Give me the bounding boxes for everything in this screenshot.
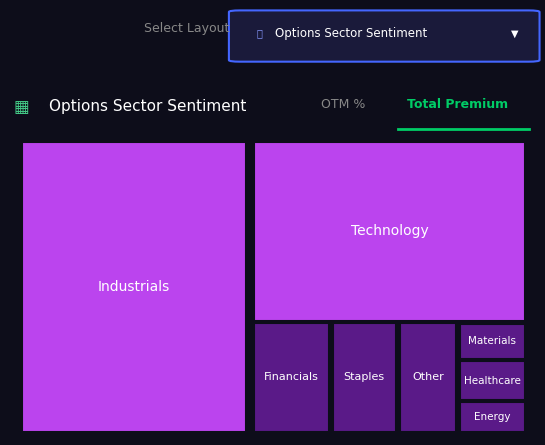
Text: Healthcare: Healthcare <box>464 376 521 385</box>
Text: OTM %: OTM % <box>321 97 366 111</box>
Text: Energy: Energy <box>474 412 511 422</box>
FancyBboxPatch shape <box>460 324 525 359</box>
Text: Financials: Financials <box>264 372 319 382</box>
FancyBboxPatch shape <box>229 10 540 62</box>
Text: Other: Other <box>412 372 444 382</box>
FancyBboxPatch shape <box>400 323 456 432</box>
Text: Staples: Staples <box>343 372 385 382</box>
FancyBboxPatch shape <box>460 402 525 432</box>
Text: Options Sector Sentiment: Options Sector Sentiment <box>275 27 427 40</box>
Text: ⬛: ⬛ <box>256 28 262 39</box>
FancyBboxPatch shape <box>22 142 246 432</box>
FancyBboxPatch shape <box>255 323 329 432</box>
FancyBboxPatch shape <box>460 361 525 400</box>
FancyBboxPatch shape <box>332 323 396 432</box>
FancyBboxPatch shape <box>255 142 525 320</box>
Text: Total Premium: Total Premium <box>407 97 508 111</box>
Text: ▦: ▦ <box>14 98 29 116</box>
Text: Technology: Technology <box>350 224 428 239</box>
Text: Materials: Materials <box>468 336 516 346</box>
Text: ▼: ▼ <box>511 28 519 39</box>
Text: Options Sector Sentiment: Options Sector Sentiment <box>49 99 246 114</box>
Text: Industrials: Industrials <box>98 280 170 294</box>
Text: Select Layout: Select Layout <box>143 21 229 35</box>
